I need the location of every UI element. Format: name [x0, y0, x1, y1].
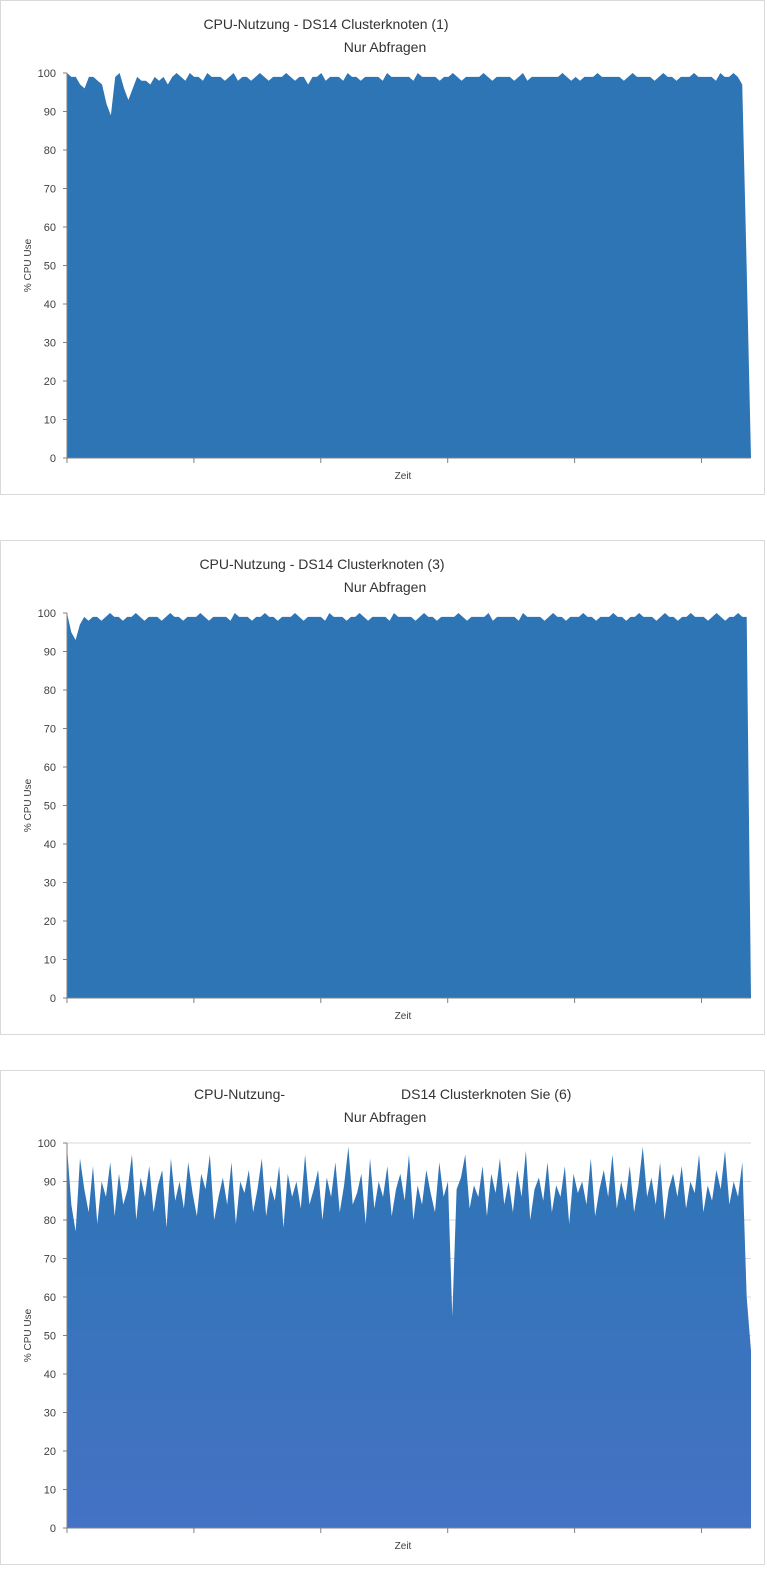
y-tick-label: 0	[50, 1523, 56, 1535]
y-tick-label: 10	[44, 415, 56, 427]
chart-subtitle: Nur Abfragen	[344, 39, 427, 55]
chart-title-part-2: DS14 Clusterknoten Sie (6)	[401, 1086, 571, 1102]
cpu-chart-node-1: CPU-Nutzung - DS14 Clusterknoten (1) Nur …	[23, 16, 751, 482]
chart-title: CPU-Nutzung - DS14 Clusterknoten (1)	[203, 16, 448, 32]
chart-panel-2: CPU-Nutzung - DS14 Clusterknoten (3) Nur …	[0, 540, 765, 1035]
x-axis-title: Zeit	[395, 1541, 412, 1552]
y-tick-label: 100	[38, 68, 56, 80]
cpu-usage-area	[67, 1146, 751, 1528]
chart-panel-1: CPU-Nutzung - DS14 Clusterknoten (1) Nur …	[0, 0, 765, 495]
y-tick-label: 90	[44, 647, 56, 659]
chart-subtitle: Nur Abfragen	[344, 1109, 427, 1125]
y-tick-label: 0	[50, 453, 56, 465]
y-tick-label: 100	[38, 608, 56, 620]
y-tick-label: 90	[44, 1177, 56, 1189]
y-tick-label: 20	[44, 916, 56, 928]
x-axis-title: Zeit	[395, 1011, 412, 1022]
y-tick-label: 50	[44, 801, 56, 813]
chart-panel-3: CPU-Nutzung- DS14 Clusterknoten Sie (6) Nu…	[0, 1070, 765, 1565]
cpu-usage-area	[67, 613, 751, 998]
y-axis-title: % CPU Use	[23, 1308, 34, 1362]
y-tick-label: 40	[44, 839, 56, 851]
y-tick-label: 20	[44, 376, 56, 388]
y-axis-title: % CPU Use	[23, 238, 34, 292]
y-axis-title: % CPU Use	[23, 778, 34, 832]
y-tick-label: 80	[44, 685, 56, 697]
chart-title-part-1: CPU-Nutzung-	[194, 1086, 285, 1102]
y-tick-label: 0	[50, 993, 56, 1005]
y-tick-label: 30	[44, 338, 56, 350]
cpu-chart-node-3: CPU-Nutzung - DS14 Clusterknoten (3) Nur …	[23, 556, 751, 1022]
y-tick-label: 10	[44, 1485, 56, 1497]
y-tick-label: 70	[44, 184, 56, 196]
y-tick-label: 80	[44, 145, 56, 157]
cpu-chart-node-6: CPU-Nutzung- DS14 Clusterknoten Sie (6) Nu…	[23, 1086, 751, 1552]
y-tick-label: 50	[44, 261, 56, 273]
chart-subtitle: Nur Abfragen	[344, 579, 427, 595]
y-tick-label: 100	[38, 1138, 56, 1150]
y-tick-label: 90	[44, 107, 56, 119]
y-tick-label: 10	[44, 955, 56, 967]
y-tick-label: 70	[44, 724, 56, 736]
y-tick-label: 60	[44, 222, 56, 234]
y-tick-label: 30	[44, 878, 56, 890]
chart-title: CPU-Nutzung - DS14 Clusterknoten (3)	[199, 556, 444, 572]
x-axis-title: Zeit	[395, 471, 412, 482]
y-tick-label: 20	[44, 1446, 56, 1458]
y-tick-label: 30	[44, 1408, 56, 1420]
y-tick-label: 40	[44, 299, 56, 311]
cpu-usage-area	[67, 73, 751, 458]
y-tick-label: 70	[44, 1254, 56, 1266]
y-tick-label: 60	[44, 762, 56, 774]
y-tick-label: 40	[44, 1369, 56, 1381]
y-tick-label: 80	[44, 1215, 56, 1227]
y-tick-label: 50	[44, 1331, 56, 1343]
y-tick-label: 60	[44, 1292, 56, 1304]
